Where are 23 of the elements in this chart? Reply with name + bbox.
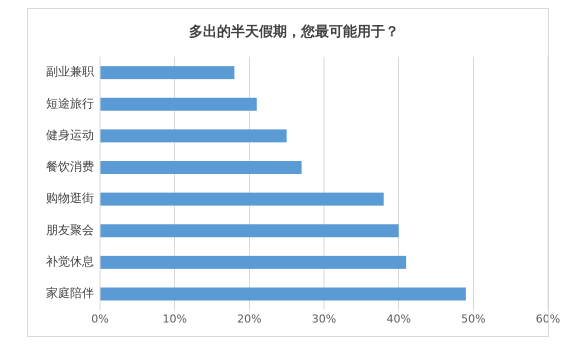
- bar: [100, 256, 406, 269]
- x-tick-label: 50%: [461, 312, 486, 326]
- y-tick-label: 短途旅行: [46, 96, 94, 110]
- y-tick-label: 补觉休息: [46, 254, 94, 268]
- x-tick-label: 10%: [162, 312, 187, 326]
- bar: [100, 160, 302, 174]
- y-tick-label: 购物逛街: [46, 191, 94, 206]
- x-tick-label: 20%: [237, 312, 262, 326]
- y-tick-label: 家庭陪伴: [46, 286, 94, 300]
- bar: [100, 287, 466, 301]
- bar: [100, 224, 399, 238]
- bar: [100, 192, 384, 206]
- x-tick-label: 40%: [386, 312, 411, 326]
- bar: [100, 98, 257, 111]
- y-tick-label: 副业兼职: [46, 64, 94, 79]
- y-tick-label: 朋友聚会: [46, 222, 94, 237]
- chart-title: 多出的半天假期，您最可能用于？: [189, 24, 399, 40]
- y-tick-label: 健身运动: [46, 128, 94, 142]
- x-tick-label: 30%: [312, 312, 336, 326]
- bar: [100, 129, 287, 142]
- bar: [100, 66, 234, 80]
- y-tick-label: 餐饮消费: [46, 160, 94, 174]
- x-tick-label: 0%: [91, 312, 109, 326]
